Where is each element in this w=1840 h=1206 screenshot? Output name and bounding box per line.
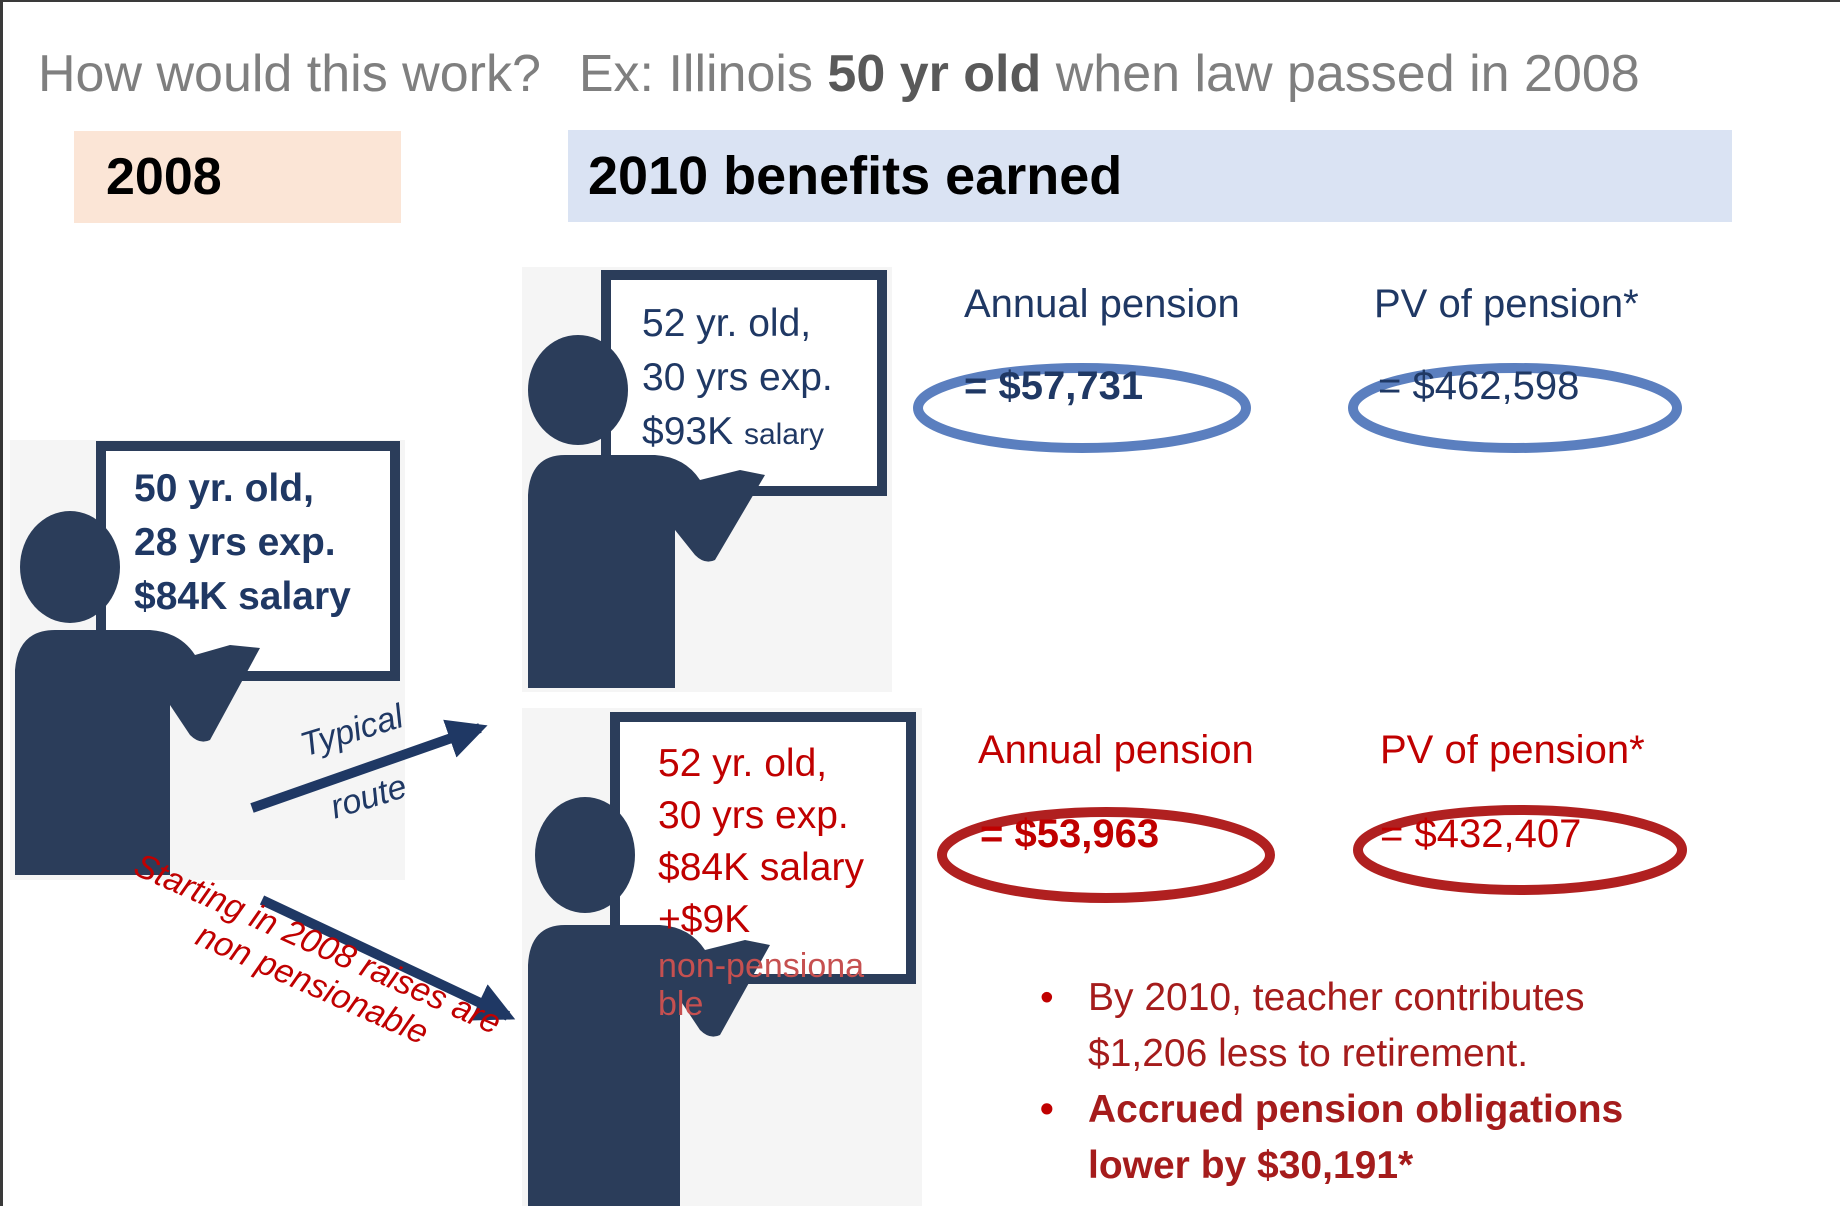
teacher-2010-reform-age: 52 yr. old,: [658, 742, 828, 785]
bullet-contribution: By 2010, teacher contributes $1,206 less…: [1040, 970, 1680, 1082]
title-example-prefix: Ex: Illinois: [578, 45, 813, 103]
typical-pv-label: PV of pension*: [1374, 282, 1639, 326]
title-example-bold: 50 yr old: [827, 45, 1042, 103]
typical-annual-label: Annual pension: [964, 282, 1240, 326]
teacher-2008-body: [15, 630, 260, 875]
title-lead: How would this work?: [38, 45, 541, 103]
teacher-2010-reform-raise-note-1: non-pensiona: [658, 947, 865, 985]
teacher-2010-typical-experience: 30 yrs exp.: [642, 356, 833, 399]
teacher-2010-typical-body: [528, 455, 765, 688]
typical-annual-value: = $57,731: [964, 364, 1144, 408]
reform-annual-ellipse: [937, 807, 1275, 903]
board-2010-reform-text: 52 yr. old, 30 yrs exp. $84K salary +$9K…: [658, 738, 864, 1022]
title-example-suffix: when law passed in 2008: [1055, 45, 1640, 103]
teacher-2010-typical-head: [528, 335, 628, 445]
teacher-2010-typical-salary: $93K salary: [642, 405, 833, 462]
slide-title: How would this work? Ex: Illinois 50 yr o…: [38, 44, 1640, 104]
teacher-2010-reform-body: [528, 925, 770, 1206]
teacher-2010-typical-age: 52 yr. old,: [642, 302, 812, 345]
teacher-2010-reform-salary: $84K salary: [658, 846, 864, 889]
typical-route-arrow: [250, 719, 488, 813]
header-2010-benefits: 2010 benefits earned: [568, 130, 1732, 222]
reform-route-arrow: [259, 895, 516, 1021]
reform-annual-value: = $53,963: [980, 812, 1160, 856]
board-2010-typical-text: 52 yr. old, 30 yrs exp. $93K salary: [642, 297, 833, 462]
typical-pv-value: = $462,598: [1378, 364, 1580, 408]
teacher-2008-experience: 28 yrs exp.: [134, 521, 336, 564]
typical-pv-ellipse: [1348, 363, 1682, 453]
teacher-2008-head: [20, 511, 120, 623]
board-2008-text: 50 yr. old, 28 yrs exp. $84K salary: [134, 462, 351, 624]
teacher-2010-typical-salary-amount: $93K: [642, 410, 734, 453]
teacher-2010-reform-raise-note-2: ble: [658, 985, 704, 1023]
teacher-2008-figure: [15, 511, 260, 875]
teacher-2008-salary: $84K salary: [134, 575, 351, 618]
bullet-obligations: Accrued pension obligations lower by $30…: [1040, 1082, 1680, 1194]
reform-annual-label: Annual pension: [978, 728, 1254, 772]
teacher-2010-reform-figure: [528, 797, 770, 1206]
reform-pv-ellipse: [1353, 805, 1687, 895]
teacher-2010-reform-head: [535, 797, 635, 913]
reform-pv-label: PV of pension*: [1380, 728, 1645, 772]
typical-annual-ellipse: [913, 363, 1251, 453]
teacher-2008-age: 50 yr. old,: [134, 467, 314, 510]
teacher-2010-reform-raise: +$9K: [658, 898, 751, 941]
teacher-2010-typical-salary-word: salary: [743, 418, 824, 451]
teacher-2010-reform-experience: 30 yrs exp.: [658, 794, 849, 837]
teacher-2010-typical-figure: [528, 335, 765, 688]
frame-left-border: [0, 0, 3, 1206]
header-2008: 2008: [74, 131, 401, 223]
summary-bullets: By 2010, teacher contributes $1,206 less…: [1040, 970, 1680, 1194]
reform-pv-value: = $432,407: [1380, 812, 1582, 856]
frame-top-border: [0, 0, 1840, 2]
